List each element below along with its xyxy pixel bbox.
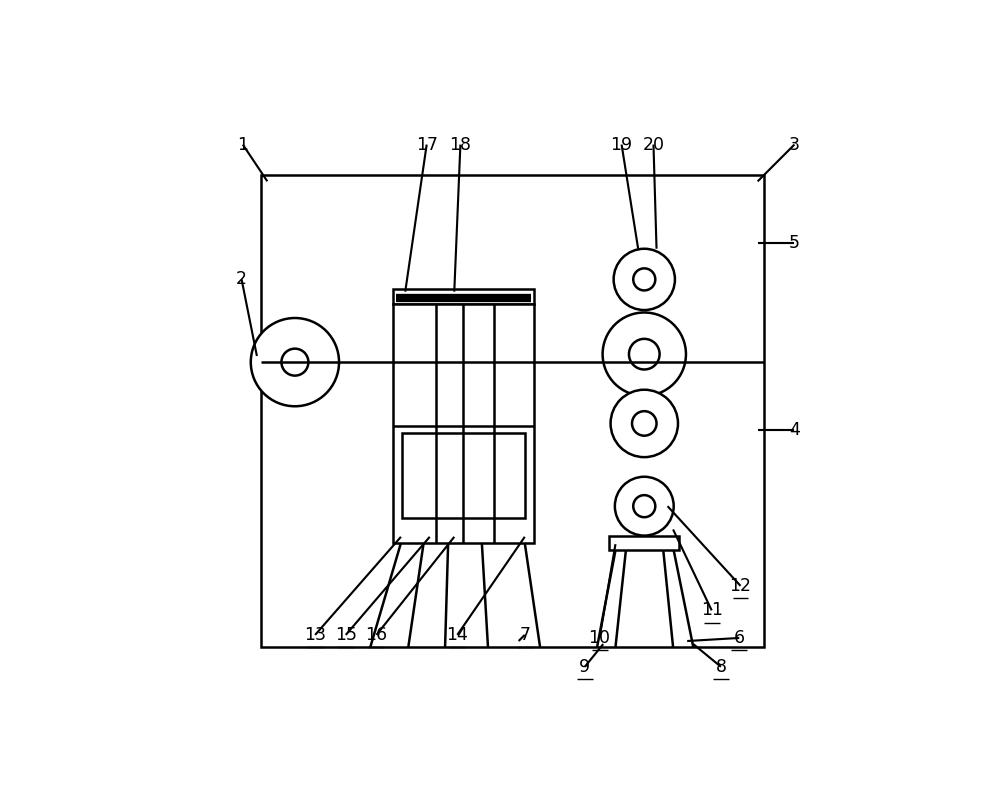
Bar — [393, 289, 534, 304]
Text: 3: 3 — [789, 135, 800, 154]
Circle shape — [251, 318, 339, 406]
Text: 14: 14 — [446, 626, 468, 644]
Text: 17: 17 — [416, 135, 438, 154]
Circle shape — [615, 477, 674, 536]
Circle shape — [281, 349, 308, 376]
Text: 8: 8 — [715, 657, 726, 676]
Circle shape — [633, 495, 655, 517]
Text: 1: 1 — [237, 135, 248, 154]
Text: 16: 16 — [365, 626, 387, 644]
Text: 13: 13 — [304, 626, 326, 644]
Text: 4: 4 — [789, 420, 800, 439]
Text: 5: 5 — [789, 233, 800, 252]
Text: 7: 7 — [519, 626, 530, 644]
Text: 12: 12 — [730, 577, 752, 595]
Text: 11: 11 — [701, 601, 723, 619]
Text: 9: 9 — [579, 657, 590, 676]
Bar — [393, 304, 534, 543]
Circle shape — [611, 390, 678, 457]
Circle shape — [632, 412, 657, 435]
Circle shape — [633, 268, 655, 291]
Text: 19: 19 — [611, 135, 633, 154]
Text: 18: 18 — [449, 135, 471, 154]
Bar — [261, 175, 764, 647]
Circle shape — [603, 313, 686, 396]
Text: 20: 20 — [642, 135, 664, 154]
Bar — [402, 433, 525, 518]
Circle shape — [614, 248, 675, 310]
Bar — [609, 536, 679, 550]
Text: 10: 10 — [589, 629, 611, 647]
Text: 15: 15 — [335, 626, 357, 644]
Circle shape — [629, 339, 660, 369]
Text: 2: 2 — [236, 271, 247, 288]
Text: 6: 6 — [734, 629, 745, 647]
